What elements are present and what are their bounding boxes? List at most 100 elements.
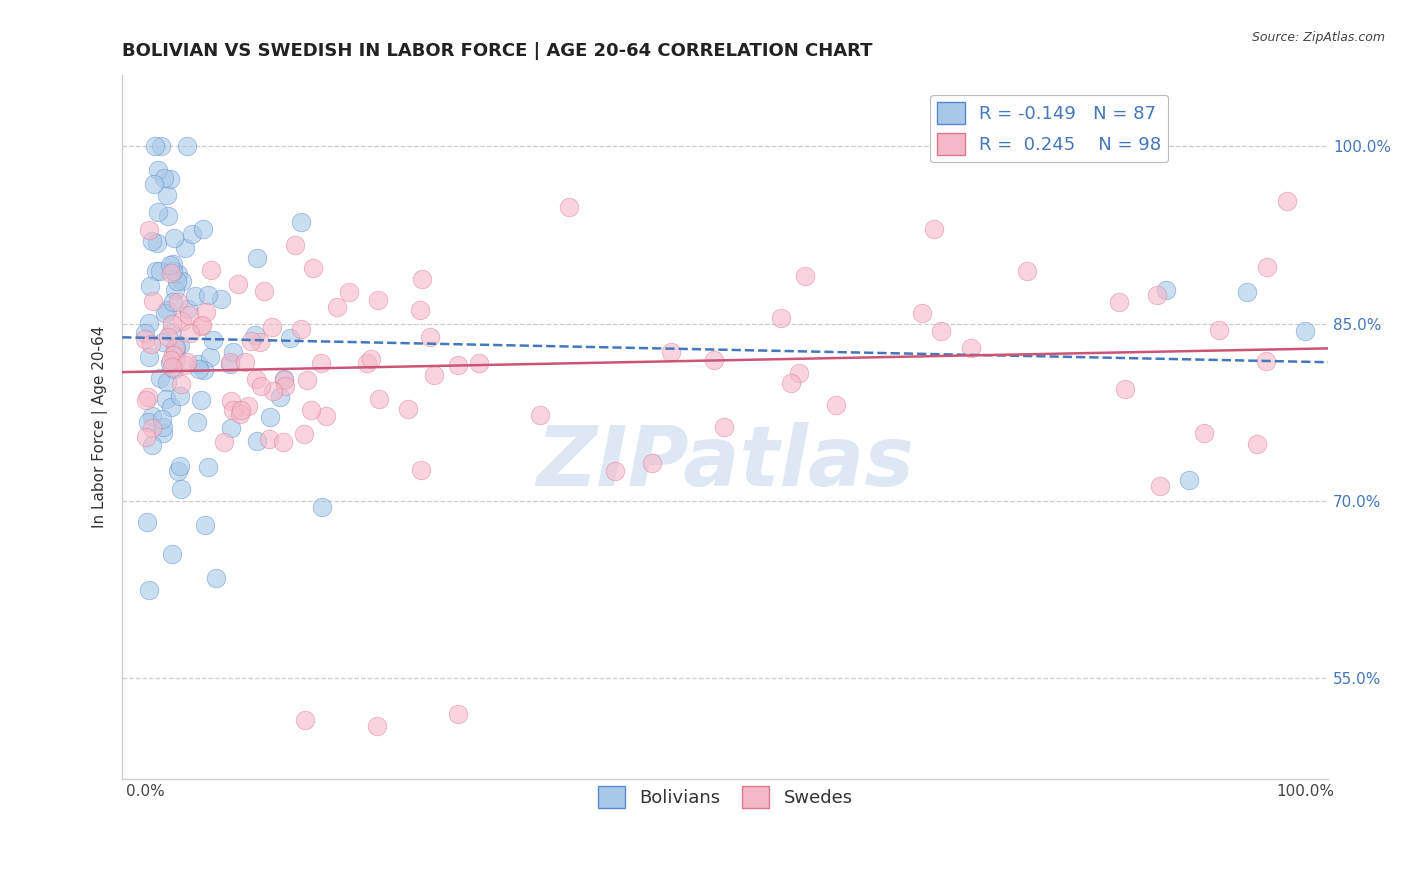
Point	[1277, 194, 1299, 208]
Point	[259, 409, 281, 424]
Point	[226, 277, 249, 291]
Point	[273, 372, 295, 386]
Point	[1146, 288, 1168, 302]
Point	[922, 222, 945, 236]
Point	[160, 326, 183, 340]
Point	[135, 430, 157, 444]
Point	[152, 426, 174, 441]
Point	[1236, 285, 1258, 300]
Point	[170, 482, 193, 496]
Point	[468, 356, 491, 370]
Point	[273, 373, 295, 387]
Point	[142, 294, 165, 309]
Point	[311, 356, 333, 370]
Point	[138, 316, 160, 330]
Point	[156, 187, 179, 202]
Point	[447, 358, 470, 372]
Point	[165, 352, 187, 367]
Y-axis label: In Labor Force | Age 20-64: In Labor Force | Age 20-64	[93, 326, 108, 528]
Point	[262, 320, 284, 334]
Point	[169, 458, 191, 473]
Point	[150, 139, 173, 153]
Point	[221, 403, 243, 417]
Point	[174, 359, 197, 373]
Point	[659, 344, 682, 359]
Point	[165, 340, 187, 354]
Point	[236, 399, 259, 413]
Point	[212, 434, 235, 449]
Point	[779, 376, 801, 390]
Point	[166, 268, 188, 282]
Point	[910, 306, 932, 320]
Point	[166, 465, 188, 479]
Point	[149, 264, 172, 278]
Point	[135, 392, 157, 407]
Point	[141, 234, 163, 248]
Point	[159, 266, 181, 280]
Point	[713, 420, 735, 434]
Point	[605, 464, 627, 478]
Point	[326, 300, 349, 314]
Point	[187, 357, 209, 371]
Point	[138, 223, 160, 237]
Point	[423, 368, 446, 382]
Point	[356, 356, 378, 370]
Point	[149, 371, 172, 385]
Point	[181, 227, 204, 241]
Point	[1254, 354, 1277, 368]
Point	[163, 283, 186, 297]
Point	[163, 362, 186, 376]
Point	[249, 335, 271, 350]
Point	[557, 200, 579, 214]
Point	[960, 341, 983, 355]
Point	[169, 338, 191, 352]
Point	[246, 434, 269, 448]
Point	[167, 295, 190, 310]
Text: ZIPatlas: ZIPatlas	[536, 422, 914, 503]
Point	[142, 177, 165, 191]
Text: Source: ZipAtlas.com: Source: ZipAtlas.com	[1251, 31, 1385, 45]
Point	[138, 582, 160, 597]
Point	[186, 415, 208, 429]
Point	[165, 341, 187, 355]
Point	[1149, 478, 1171, 492]
Point	[138, 350, 160, 364]
Point	[173, 241, 195, 255]
Point	[160, 317, 183, 331]
Point	[163, 231, 186, 245]
Point	[172, 274, 194, 288]
Point	[1154, 283, 1177, 297]
Point	[824, 398, 846, 412]
Point	[218, 357, 240, 371]
Point	[155, 375, 177, 389]
Point	[190, 392, 212, 407]
Point	[703, 353, 725, 368]
Point	[408, 302, 430, 317]
Point	[229, 402, 252, 417]
Point	[447, 706, 470, 721]
Point	[1178, 474, 1201, 488]
Point	[166, 274, 188, 288]
Point	[233, 355, 256, 369]
Point	[135, 516, 157, 530]
Point	[360, 351, 382, 366]
Point	[170, 376, 193, 391]
Point	[156, 303, 179, 318]
Point	[152, 334, 174, 349]
Point	[929, 324, 952, 338]
Point	[366, 719, 388, 733]
Point	[1256, 260, 1278, 274]
Point	[141, 438, 163, 452]
Point	[162, 295, 184, 310]
Point	[311, 500, 333, 514]
Point	[159, 356, 181, 370]
Point	[253, 284, 276, 298]
Point	[162, 257, 184, 271]
Point	[194, 517, 217, 532]
Point	[396, 402, 419, 417]
Point	[411, 271, 433, 285]
Text: BOLIVIAN VS SWEDISH IN LABOR FORCE | AGE 20-64 CORRELATION CHART: BOLIVIAN VS SWEDISH IN LABOR FORCE | AGE…	[122, 42, 873, 60]
Point	[1114, 382, 1136, 396]
Point	[221, 393, 243, 408]
Point	[271, 434, 294, 449]
